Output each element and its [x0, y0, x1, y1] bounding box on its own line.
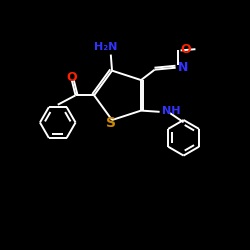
Text: S: S [106, 116, 116, 130]
Text: NH: NH [162, 106, 180, 116]
Text: O: O [66, 71, 77, 84]
Text: N: N [178, 61, 188, 74]
Text: H₂N: H₂N [94, 42, 117, 52]
Text: O: O [180, 43, 191, 56]
